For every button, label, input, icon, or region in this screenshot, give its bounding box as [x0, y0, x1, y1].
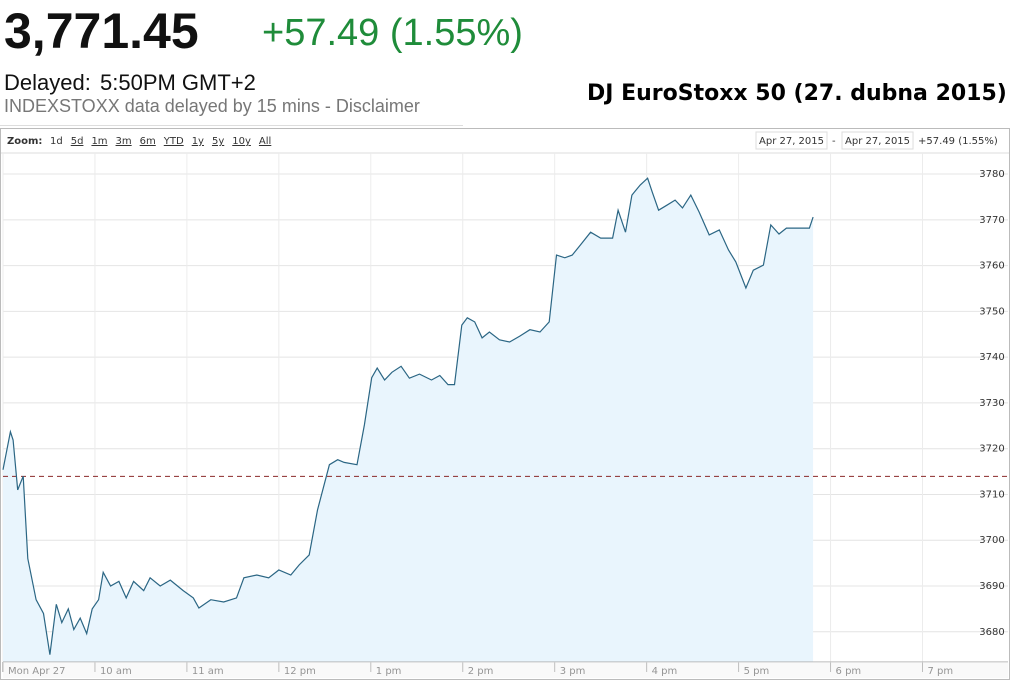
zoom-option[interactable]: 6m	[140, 136, 156, 147]
zoom-option[interactable]: 1y	[192, 136, 204, 147]
zoom-option[interactable]: All	[259, 136, 271, 147]
price-change: +57.49 (1.55%)	[262, 12, 523, 54]
y-tick-label: 3760	[979, 261, 1004, 272]
divider	[0, 125, 463, 126]
range-change: +57.49 (1.55%)	[918, 136, 998, 147]
zoom-option[interactable]: 1m	[91, 136, 107, 147]
y-tick-label: 3720	[979, 444, 1004, 455]
price-line	[2, 177, 814, 655]
x-axis-band	[3, 662, 1008, 678]
chart: Zoom: 1d 5d 1m 3m 6m YTD 1y 5y 10y All Apr 27, 2015…	[0, 128, 1010, 680]
zoom-label: Zoom:	[7, 136, 42, 147]
zoom-option[interactable]: 3m	[116, 136, 132, 147]
price: 3,771.45	[4, 3, 199, 59]
y-tick-label: 3730	[979, 398, 1004, 409]
y-tick-label: 3700	[979, 535, 1004, 546]
range-end-box	[841, 131, 914, 150]
zoom-option[interactable]: 5y	[212, 136, 224, 147]
range-separator: -	[832, 136, 836, 147]
caption: DJ EuroStoxx 50 (27. dubna 2015)	[587, 81, 1007, 106]
range-start-box	[755, 131, 828, 150]
range-end: Apr 27, 2015	[845, 136, 910, 147]
zoom-option[interactable]: YTD	[163, 136, 184, 147]
y-tick-label: 3710	[979, 489, 1004, 500]
y-tick-label: 3690	[979, 581, 1004, 592]
delayed-time: 5:50PM GMT+2	[100, 70, 256, 95]
y-tick-label: 3680	[979, 627, 1004, 638]
range-start: Apr 27, 2015	[759, 136, 824, 147]
y-tick-label: 3780	[979, 169, 1004, 180]
zoom-option[interactable]: 1d	[50, 136, 63, 147]
source-note: INDEXSTOXX data delayed by 15 mins - Dis…	[4, 96, 420, 116]
delayed-label: Delayed:	[4, 70, 91, 95]
y-tick-label: 3770	[979, 215, 1004, 226]
zoom-option[interactable]: 5d	[71, 136, 84, 147]
zoom-option[interactable]: 10y	[232, 136, 251, 147]
area	[3, 178, 814, 662]
toolbar: Zoom: 1d 5d 1m 3m 6m YTD 1y 5y 10y All Apr 27, 2015…	[7, 131, 998, 150]
y-tick-label: 3750	[979, 306, 1004, 317]
y-tick-label: 3740	[979, 352, 1004, 363]
plot: 3680 3690 3700 3710 3720 3730 3740 3750 3760 3770…	[2, 153, 1008, 678]
